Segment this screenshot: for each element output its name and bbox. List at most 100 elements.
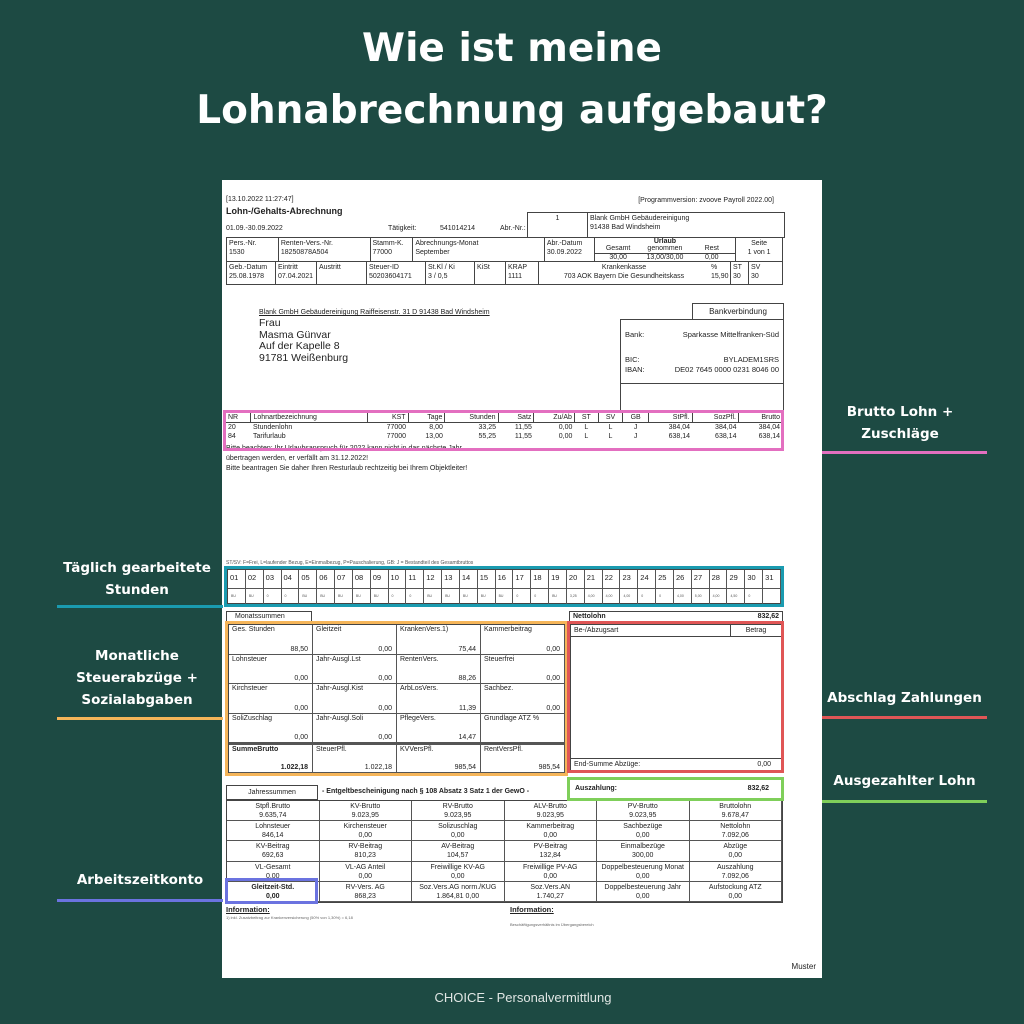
cell-value: 1.022,18	[280, 764, 308, 771]
muster-label: Muster	[791, 962, 816, 971]
table-cell: Stundenlohn	[252, 424, 293, 431]
annotation-brutto: Brutto Lohn + Zuschläge	[846, 404, 954, 442]
cell-label: RV-Brutto	[442, 803, 473, 810]
table-cell: Tarifurlaub	[252, 433, 286, 440]
cell-value: 0,00	[378, 675, 392, 683]
cell-label: Kammerbeitrag	[526, 823, 575, 831]
cell-label: SoliZuschlag	[232, 714, 273, 722]
cell-label: PV-Brutto	[627, 803, 658, 810]
bank-label: Bank:	[625, 330, 645, 339]
cell-label: Austritt	[319, 264, 341, 271]
column-header: Lohnartbezeichnung	[250, 413, 369, 423]
bank-name: Sparkasse Mittelfranken-Süd	[682, 330, 779, 339]
cell-value: 0,00	[265, 872, 280, 880]
table-cell: 638,14	[758, 433, 780, 440]
taetigkeit: 541014214	[440, 225, 476, 232]
monatssumme-cell: SummeBrutto 1.022,18	[229, 743, 313, 773]
cell-value: 0,00	[294, 734, 308, 742]
cell-label: Steuerfrei	[484, 655, 515, 663]
header-cell: % 15,90	[709, 262, 731, 284]
jahressumme-cell: Auszahlung 7.092,06	[689, 861, 782, 882]
day-number: 11	[406, 570, 425, 589]
day-number: 03	[263, 570, 282, 589]
seite-cell: Seite 1 von 1	[736, 238, 782, 261]
jahressumme-cell: Aufstockung ATZ 0,00	[689, 881, 782, 902]
auszahlung-value: 832,62	[747, 785, 769, 792]
cell-label: Kammerbeitrag	[484, 626, 532, 633]
cell-label: KV-Beitrag	[256, 843, 290, 851]
header-cell: Eintritt 07.04.2021	[276, 262, 317, 284]
cell-value: 810,23	[354, 852, 376, 860]
header-row-1: Pers.-Nr. 1530 Renten-Vers.-Nr. 18250878A50…	[226, 237, 783, 262]
company-nr: 1	[528, 213, 588, 237]
table-cell: 384,04	[668, 424, 691, 431]
annotation-monatlich: Monatliche Steuerabzüge + Sozialabgaben	[76, 648, 198, 708]
cell-value: 25.08.1978	[229, 273, 265, 280]
cell-value: 9.023,95	[444, 812, 472, 819]
monatssumme-cell: Steuerfrei 0,00	[481, 654, 565, 685]
table-cell: 384,04	[715, 424, 737, 431]
cell-label: RV-Beitrag	[348, 843, 383, 851]
table-header-row: NR Lohnartbezeichnung KST Tage Stunden Satz Zu…	[226, 413, 782, 423]
annotation-abschlag: Abschlag Zahlungen	[827, 690, 982, 706]
cell-label: Kirchsteuer	[232, 685, 268, 693]
column-header: StPfl.	[648, 413, 693, 423]
cell-label: Kirchensteuer	[343, 823, 387, 831]
taetigkeit-label: Tätigkeit:	[388, 225, 417, 232]
cell-value: 9.023,95	[629, 812, 657, 819]
iban: DE02 7645 0000 0231 8046 00	[674, 365, 779, 374]
jahressumme-cell: VL-AG Anteil 0,00	[319, 861, 412, 882]
table-cell: 11,55	[514, 424, 532, 431]
jahressumme-cell: RV-Vers. AG 868,23	[319, 881, 412, 902]
table-cell: 84	[228, 433, 236, 440]
info-right: Beschäftigungsverhältnis im Übergangsber…	[510, 922, 594, 927]
day-number: 29	[727, 570, 746, 589]
cell-value: 15,90	[711, 273, 729, 280]
table-cell: L	[584, 433, 589, 440]
table-cell: 384,04	[758, 424, 780, 431]
monatssumme-cell: Ges. Stunden 88,50	[229, 625, 313, 655]
legend-text: ST/SV: F=Frei, L=laufender Bezug, E=Einm…	[226, 560, 474, 566]
lohnarten-table: NR Lohnartbezeichnung KST Tage Stunden Satz Zu…	[226, 413, 782, 441]
jahressumme-cell: VL-Gesamt 0,00	[227, 861, 320, 882]
cell-label: Seite	[751, 240, 768, 247]
monatssumme-cell: KrankenVers.1) 75,44	[397, 625, 481, 655]
cell-label: SV	[751, 264, 761, 271]
cell-value: 0,00	[728, 852, 743, 860]
header-cell: Austritt	[317, 262, 367, 284]
column-header: Brutto	[761, 414, 780, 421]
payslip-document: [13.10.2022 11:27:47] Lohn-/Gehalts-Abre…	[222, 180, 822, 978]
bank-title: Bankverbindung	[692, 303, 784, 320]
cell-label: SteuerPfl.	[316, 746, 347, 754]
jahressumme-cell: PV-Beitrag 132,84	[504, 841, 597, 862]
urlaub-col-label: genommen	[647, 245, 683, 252]
table-cell: L	[584, 424, 589, 431]
cell-value: 7.092,06	[721, 832, 749, 840]
cell-label: Renten-Vers.-Nr.	[280, 240, 333, 247]
jahressumme-cell: Kirchensteuer 0,00	[319, 821, 412, 842]
cell-value: 0,00	[450, 832, 465, 840]
cell-label: Grundlage ATZ %	[484, 714, 540, 722]
urlaub-col-value: 0,00	[688, 253, 736, 261]
cell-label: Jahr-Ausgl.Soli	[316, 714, 364, 722]
auszahlung-highlight	[567, 777, 784, 801]
header-cell: ST 30	[731, 262, 749, 284]
bank-box: Bank: Sparkasse Mittelfranken-Süd BIC: B…	[620, 319, 784, 413]
note-line: Bitte beantragen Sie daher Ihren Resturl…	[226, 465, 468, 472]
stunden-highlight	[224, 566, 784, 607]
jahressumme-cell: RV-Brutto 9.023,95	[412, 801, 505, 822]
table-cell: 77000	[386, 424, 407, 431]
table-cell: J	[633, 433, 638, 440]
cell-value: 846,14	[262, 832, 284, 840]
annotation-ausgezahlt: Ausgezahlter Lohn	[833, 773, 976, 789]
day-number: 01	[228, 570, 246, 589]
line-ausgezahlt	[822, 800, 987, 803]
cell-label: Geb.-Datum	[229, 264, 268, 271]
cell-label: RentenVers.	[400, 655, 439, 663]
urlaub-col: Rest 0,00	[688, 245, 736, 261]
cell-label: %	[711, 264, 718, 271]
cell-label: Jahr-Ausgl.Lst	[316, 655, 361, 663]
column-header: ST	[574, 413, 599, 423]
urlaub-col-label: Rest	[704, 245, 719, 252]
cell-value: 0,00	[546, 675, 560, 683]
